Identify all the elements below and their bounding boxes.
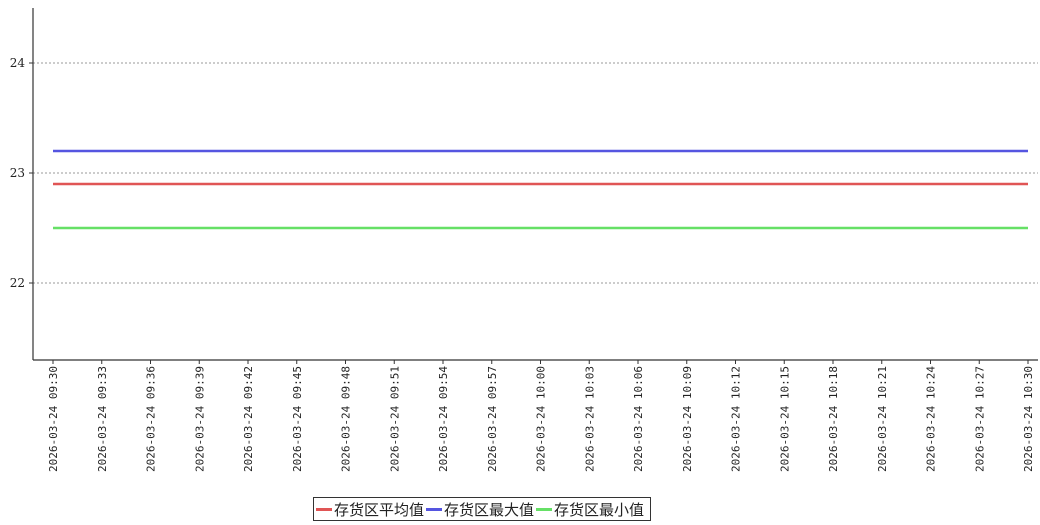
grid-lines — [33, 62, 1038, 284]
x-tick-label: 2026-03-24 09:54 — [437, 366, 450, 472]
x-tick-label: 2026-03-24 09:30 — [47, 366, 60, 472]
legend-item-2: 存货区最小值 — [536, 499, 644, 520]
x-tick-label: 2026-03-24 10:06 — [632, 366, 645, 472]
x-axis-ticks: 2026-03-24 09:30 2026-03-24 09:33 2026-03-… — [47, 360, 1035, 472]
x-tick-label: 2026-03-24 10:24 — [925, 366, 938, 472]
legend-item-1: 存货区最大值 — [426, 499, 534, 520]
x-tick-label: 2026-03-24 09:36 — [145, 366, 158, 472]
x-tick-label: 2026-03-24 10:09 — [681, 366, 694, 472]
legend-swatch — [426, 507, 443, 511]
x-tick-label: 2026-03-24 09:57 — [486, 366, 499, 472]
x-tick-label: 2026-03-24 10:30 — [1022, 366, 1035, 472]
x-tick-label: 2026-03-24 10:15 — [778, 366, 791, 472]
legend-label: 存货区最大值 — [444, 500, 535, 519]
legend-swatch — [536, 507, 553, 511]
y-tick-label: 24 — [10, 56, 26, 70]
y-tick-label: 23 — [10, 166, 25, 180]
x-tick-label: 2026-03-24 10:18 — [827, 366, 840, 472]
axes — [32, 8, 1038, 361]
x-tick-label: 2026-03-24 10:03 — [583, 366, 596, 472]
x-tick-label: 2026-03-24 10:00 — [535, 366, 548, 472]
x-tick-label: 2026-03-24 09:48 — [340, 366, 353, 472]
x-tick-label: 2026-03-24 09:33 — [96, 366, 109, 472]
y-tick-label: 22 — [10, 276, 25, 290]
x-tick-label: 2026-03-24 09:45 — [291, 366, 304, 472]
series-lines — [53, 149, 1028, 230]
x-tick-label: 2026-03-24 09:51 — [388, 366, 401, 472]
y-axis-ticks: 22 23 24 — [10, 56, 33, 290]
x-tick-label: 2026-03-24 09:42 — [242, 366, 255, 472]
x-tick-label: 2026-03-24 10:12 — [730, 366, 743, 472]
legend-swatch — [316, 507, 332, 511]
x-tick-label: 2026-03-24 10:21 — [876, 366, 889, 472]
x-tick-label: 2026-03-24 09:39 — [193, 366, 206, 472]
legend-label: 存货区最小值 — [554, 500, 645, 519]
x-tick-label: 2026-03-24 10:27 — [973, 366, 986, 472]
legend-label: 存货区平均值 — [334, 500, 425, 519]
legend: 存货区平均值 存货区最大值 存货区最小值 — [313, 497, 652, 521]
legend-item-0: 存货区平均值 — [316, 499, 424, 520]
